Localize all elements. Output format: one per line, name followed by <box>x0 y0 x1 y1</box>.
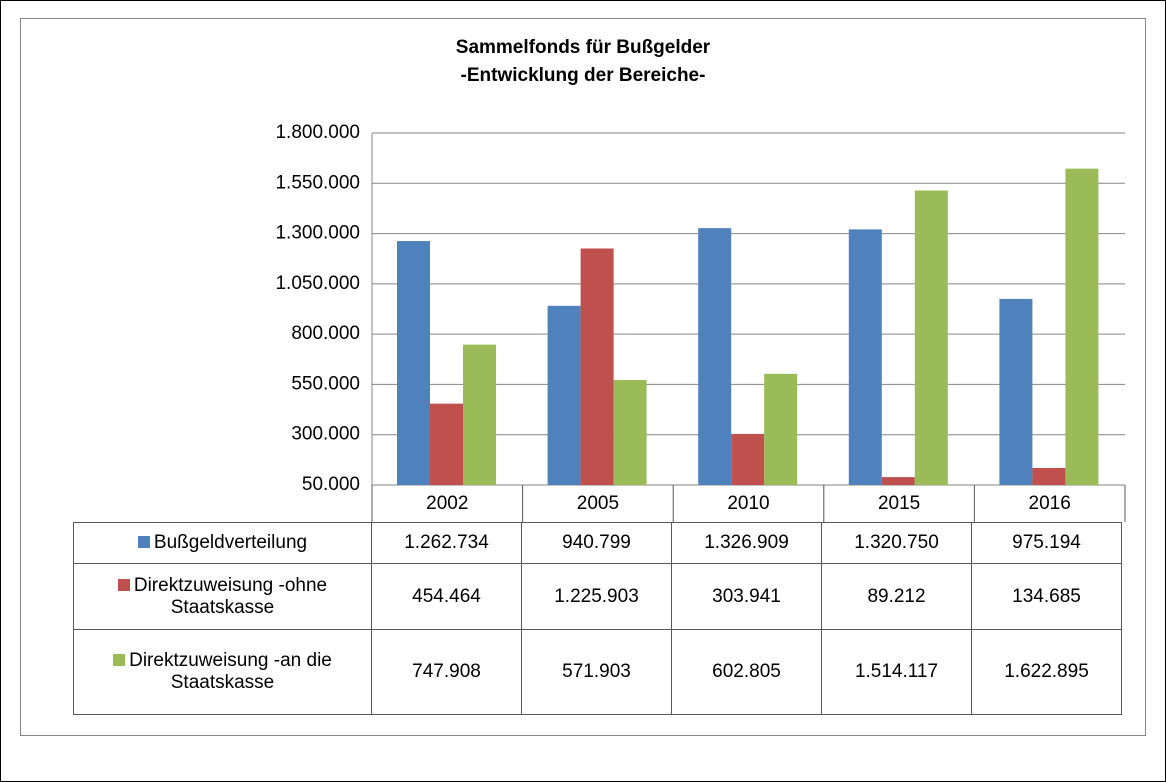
table-row: Bußgeldverteilung 1.262.734 940.799 1.326.9… <box>73 522 1122 564</box>
chart-area <box>20 18 1146 736</box>
bar <box>463 344 496 485</box>
table-value: 571.903 <box>521 629 672 715</box>
legend-cell: Direktzuweisung -an die Staatskasse <box>73 629 372 715</box>
bar <box>430 403 463 485</box>
x-tick-label: 2016 <box>1029 493 1071 514</box>
x-tick-label: 2005 <box>577 493 619 514</box>
table-value: 454.464 <box>371 563 522 630</box>
bar <box>1065 168 1099 485</box>
y-tick-label: 1.300.000 <box>275 223 360 244</box>
data-table: Bußgeldverteilung 1.262.734 940.799 1.326.9… <box>73 522 1122 715</box>
bar <box>547 305 581 485</box>
table-value: 1.320.750 <box>821 522 972 564</box>
legend-swatch <box>113 654 126 666</box>
table-value: 975.194 <box>971 522 1122 564</box>
y-tick-label: 50.000 <box>302 474 360 495</box>
table-value: 89.212 <box>821 563 972 630</box>
table-value: 602.805 <box>671 629 822 715</box>
bar <box>914 190 948 485</box>
bar <box>731 433 765 485</box>
table-row: Direktzuweisung -an die Staatskasse 747.9… <box>73 629 1122 715</box>
table-value: 1.514.117 <box>821 629 972 715</box>
table-value: 1.262.734 <box>371 522 522 564</box>
x-tick-label: 2015 <box>878 493 920 514</box>
table-value: 1.225.903 <box>521 563 672 630</box>
legend-cell: Bußgeldverteilung <box>73 522 372 564</box>
table-value: 940.799 <box>521 522 672 564</box>
x-tick-label: 2002 <box>426 493 468 514</box>
legend-swatch <box>117 578 130 591</box>
table-value: 747.908 <box>371 629 522 715</box>
y-tick-label: 1.050.000 <box>275 273 360 294</box>
table-value: 134.685 <box>971 563 1122 630</box>
bar <box>613 380 647 485</box>
legend-cell: Direktzuweisung -ohne Staatskasse <box>73 563 372 630</box>
y-tick-label: 1.800.000 <box>275 122 360 143</box>
x-tick-label: 2010 <box>727 493 769 514</box>
legend-label: Bußgeldverteilung <box>153 532 308 553</box>
bar <box>999 298 1033 485</box>
table-value: 1.326.909 <box>671 522 822 564</box>
y-tick-label: 1.550.000 <box>275 172 360 193</box>
legend-swatch <box>137 536 150 548</box>
legend-label: Direktzuweisung -ohne Staatskasse <box>133 574 328 618</box>
y-tick-label: 300.000 <box>291 424 360 445</box>
chart-subtitle: -Entwicklung der Bereiche- <box>461 65 706 86</box>
bar <box>397 241 430 485</box>
bar <box>580 248 614 485</box>
bar <box>1032 467 1066 485</box>
bar <box>881 477 915 485</box>
bar <box>848 229 882 485</box>
table-row: Direktzuweisung -ohne Staatskasse 454.464… <box>73 563 1122 630</box>
chart-title: Sammelfonds für Bußgelder <box>456 37 711 58</box>
table-value: 1.622.895 <box>971 629 1122 715</box>
table-value: 303.941 <box>671 563 822 630</box>
bar <box>764 373 798 485</box>
bar <box>698 228 732 485</box>
y-tick-label: 550.000 <box>291 373 360 394</box>
y-tick-label: 800.000 <box>291 323 360 344</box>
legend-label: Direktzuweisung -an die Staatskasse <box>129 650 332 693</box>
